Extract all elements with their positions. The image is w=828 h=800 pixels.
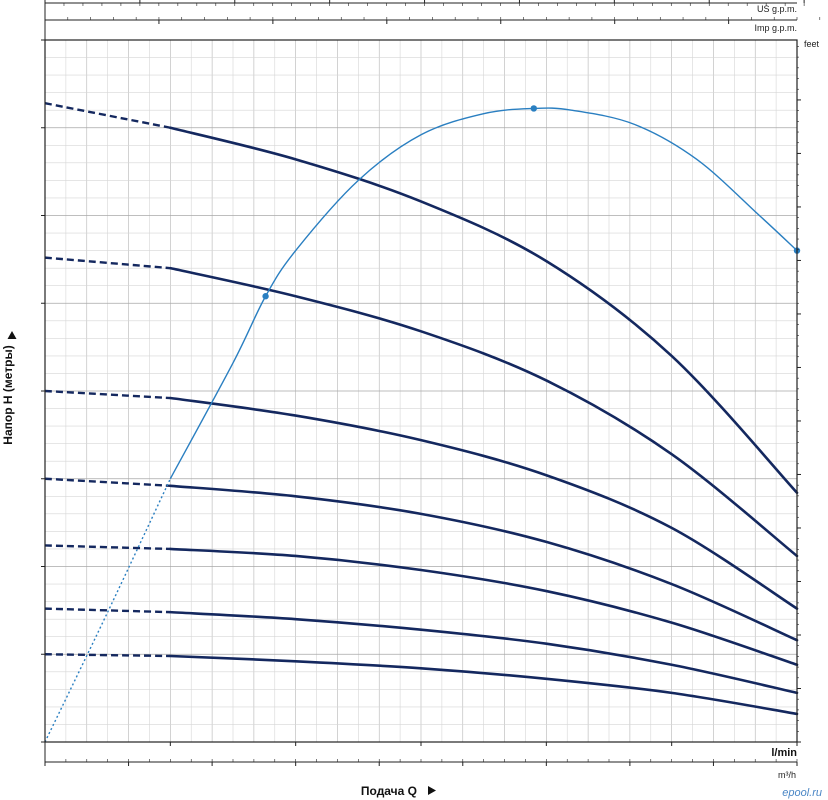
right-feet-unit-label: feet	[804, 39, 820, 49]
series-curve-4sr12-16	[169, 396, 799, 610]
series-curve-4sr12-12	[169, 484, 799, 642]
y-axis-title-arrow	[7, 331, 17, 339]
top-imp-unit-label: Imp g.p.m.	[754, 23, 797, 33]
series-curve-dashed-4sr12-9	[44, 544, 171, 551]
top-us-unit-label: US g.p.m.	[757, 4, 797, 14]
efficiency-marker	[530, 105, 537, 112]
efficiency-curve-dotted	[44, 478, 171, 743]
bottom-m3h-unit-label: m³/h	[778, 770, 796, 780]
series-curve-dashed-4sr12-6	[44, 607, 171, 614]
grid	[44, 39, 798, 743]
series-curve-dashed-4sr12-4	[44, 653, 171, 658]
series-curve-dashed-4sr12-12	[44, 477, 171, 487]
series-curve-dashed-4sr12-16	[44, 389, 171, 400]
series-curve-dashed-4sr12-22	[44, 256, 171, 270]
series-curve-4sr12-6	[169, 610, 799, 695]
y-axis-title: Напор H (метры)	[1, 345, 15, 444]
x-axis-title-arrow	[428, 786, 436, 795]
series-curve-4sr12-29	[169, 126, 799, 495]
series-curve-4sr12-22	[169, 266, 799, 558]
series-curve-4sr12-4	[169, 654, 799, 716]
series-layer	[44, 102, 799, 716]
x-axis-title: Подача Q	[361, 784, 417, 798]
efficiency-curve	[169, 107, 798, 480]
x-unit-label: l/min	[771, 747, 797, 759]
series-curve-4sr12-9	[169, 547, 799, 667]
logo: epool.ru	[782, 787, 822, 799]
efficiency-marker	[262, 293, 269, 300]
